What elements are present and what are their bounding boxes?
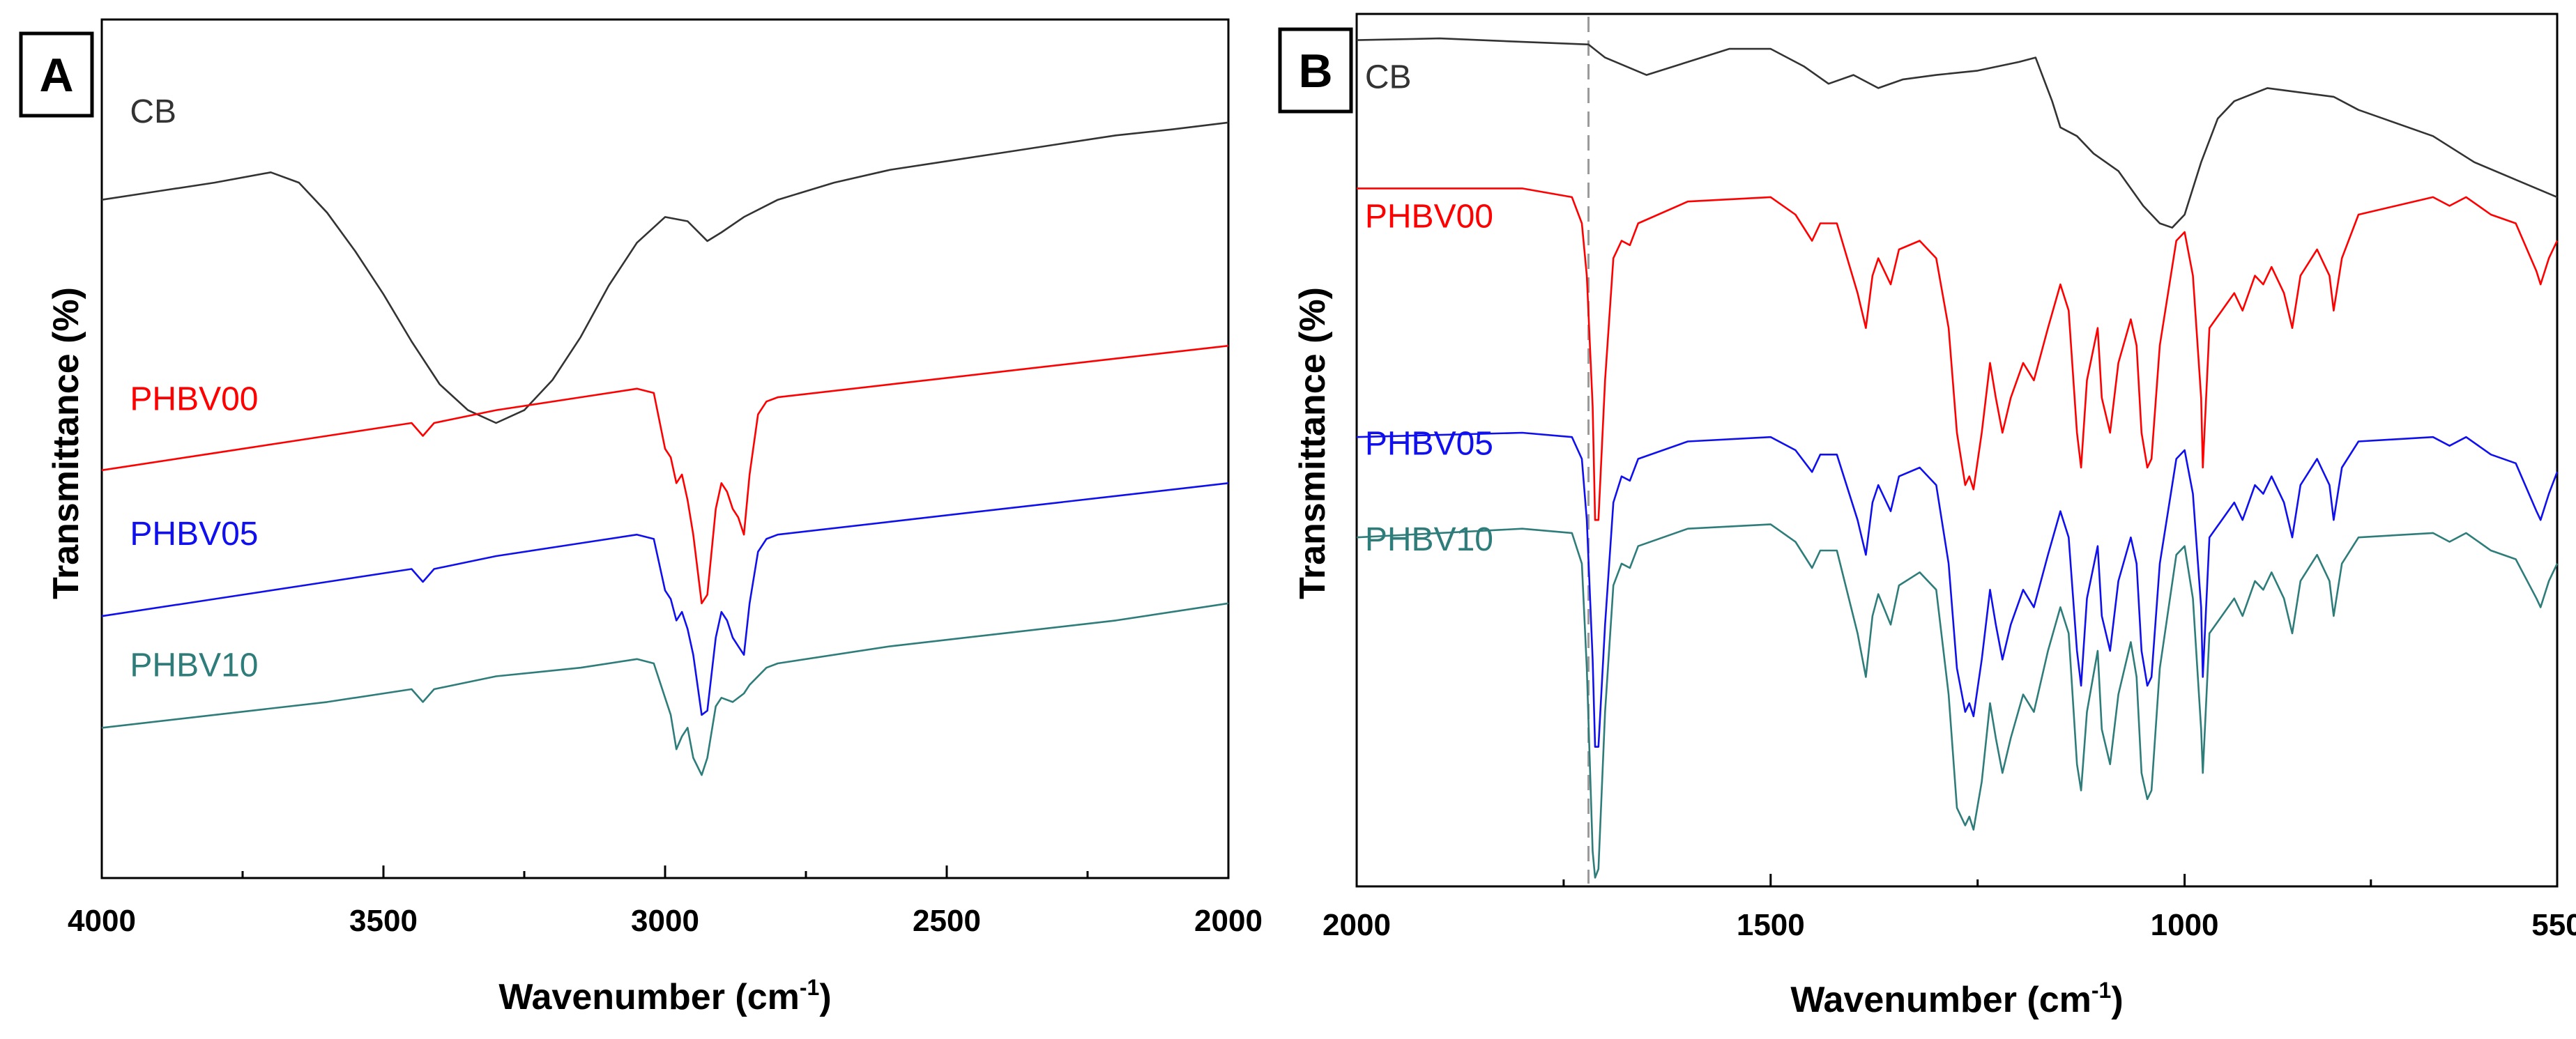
panel-b-label-phbv00: PHBV00: [1365, 199, 1493, 236]
panel-a-label-phbv00: PHBV00: [130, 381, 258, 418]
panel-a-y-axis-title: Transmittance (%): [46, 287, 86, 599]
panel-a-series-phbv00: [101, 344, 1229, 605]
panel-a-tick-label-4000: 4000: [68, 904, 136, 938]
panel-b-label-cb: CB: [1365, 59, 1412, 95]
panel-b-series: [1356, 37, 2559, 879]
panel-b: B 2000 1500 1000 550 CB PHBV00 PHBV05 PHBV10 W…: [1278, 13, 2576, 1020]
panel-b-letter: B: [1298, 45, 1332, 98]
panel-b-x-axis-title: Wavenumber (cm-1): [1790, 978, 2123, 1020]
panel-b-series-phbv10: [1356, 523, 2559, 879]
panel-a-series-phbv05: [101, 482, 1229, 716]
panel-b-label-phbv10: PHBV10: [1365, 521, 1493, 558]
panel-a-letter: A: [39, 49, 73, 102]
panel-a-tick-label-2000: 2000: [1194, 904, 1263, 938]
panel-a-tick-label-3500: 3500: [349, 904, 418, 938]
panel-b-y-axis-title: Transmittance (%): [1293, 287, 1333, 599]
panel-a-x-axis-title: Wavenumber (cm-1): [498, 975, 831, 1017]
panel-a-tick-label-2500: 2500: [913, 904, 981, 938]
panel-a-label-phbv05: PHBV05: [130, 516, 258, 553]
panel-b-series-phbv05: [1356, 431, 2559, 748]
panel-b-x-tick-labels: 2000 1500 1000 550: [1323, 908, 2576, 942]
panel-b-plot-frame: [1355, 13, 2559, 888]
panel-b-label-phbv05: PHBV05: [1365, 425, 1493, 462]
panel-a-tick-label-3000: 3000: [631, 904, 699, 938]
panel-b-tick-label-550: 550: [2531, 908, 2576, 942]
panel-a-letter-box: [19, 31, 94, 118]
panel-a-x-ticks: [100, 865, 1230, 878]
panel-a: A 4000 3500 3000 2500 2000 CB PHBV00 PHBV05 PHB…: [19, 18, 1263, 1017]
panel-a-series-phbv10: [101, 602, 1229, 776]
panel-b-series-phbv00: [1357, 187, 2559, 521]
panel-b-series-cb: [1356, 37, 2558, 229]
panel-a-label-phbv10: PHBV10: [130, 647, 258, 684]
panel-a-x-tick-labels: 4000 3500 3000 2500 2000: [68, 904, 1263, 938]
panel-b-tick-label-1500: 1500: [1737, 908, 1805, 942]
panel-b-x-ticks: [1355, 874, 2559, 886]
panel-a-label-cb: CB: [130, 93, 176, 130]
panel-a-series: [101, 121, 1229, 776]
panel-b-tick-label-1000: 1000: [2151, 908, 2219, 942]
panel-a-series-labels: CB PHBV00 PHBV05 PHBV10: [130, 93, 258, 684]
panel-b-series-labels: CB PHBV00 PHBV05 PHBV10: [1365, 59, 1493, 558]
panel-b-tick-label-2000: 2000: [1323, 908, 1391, 942]
panel-b-letter-box: [1278, 27, 1353, 114]
panel-a-series-cb: [101, 121, 1229, 424]
